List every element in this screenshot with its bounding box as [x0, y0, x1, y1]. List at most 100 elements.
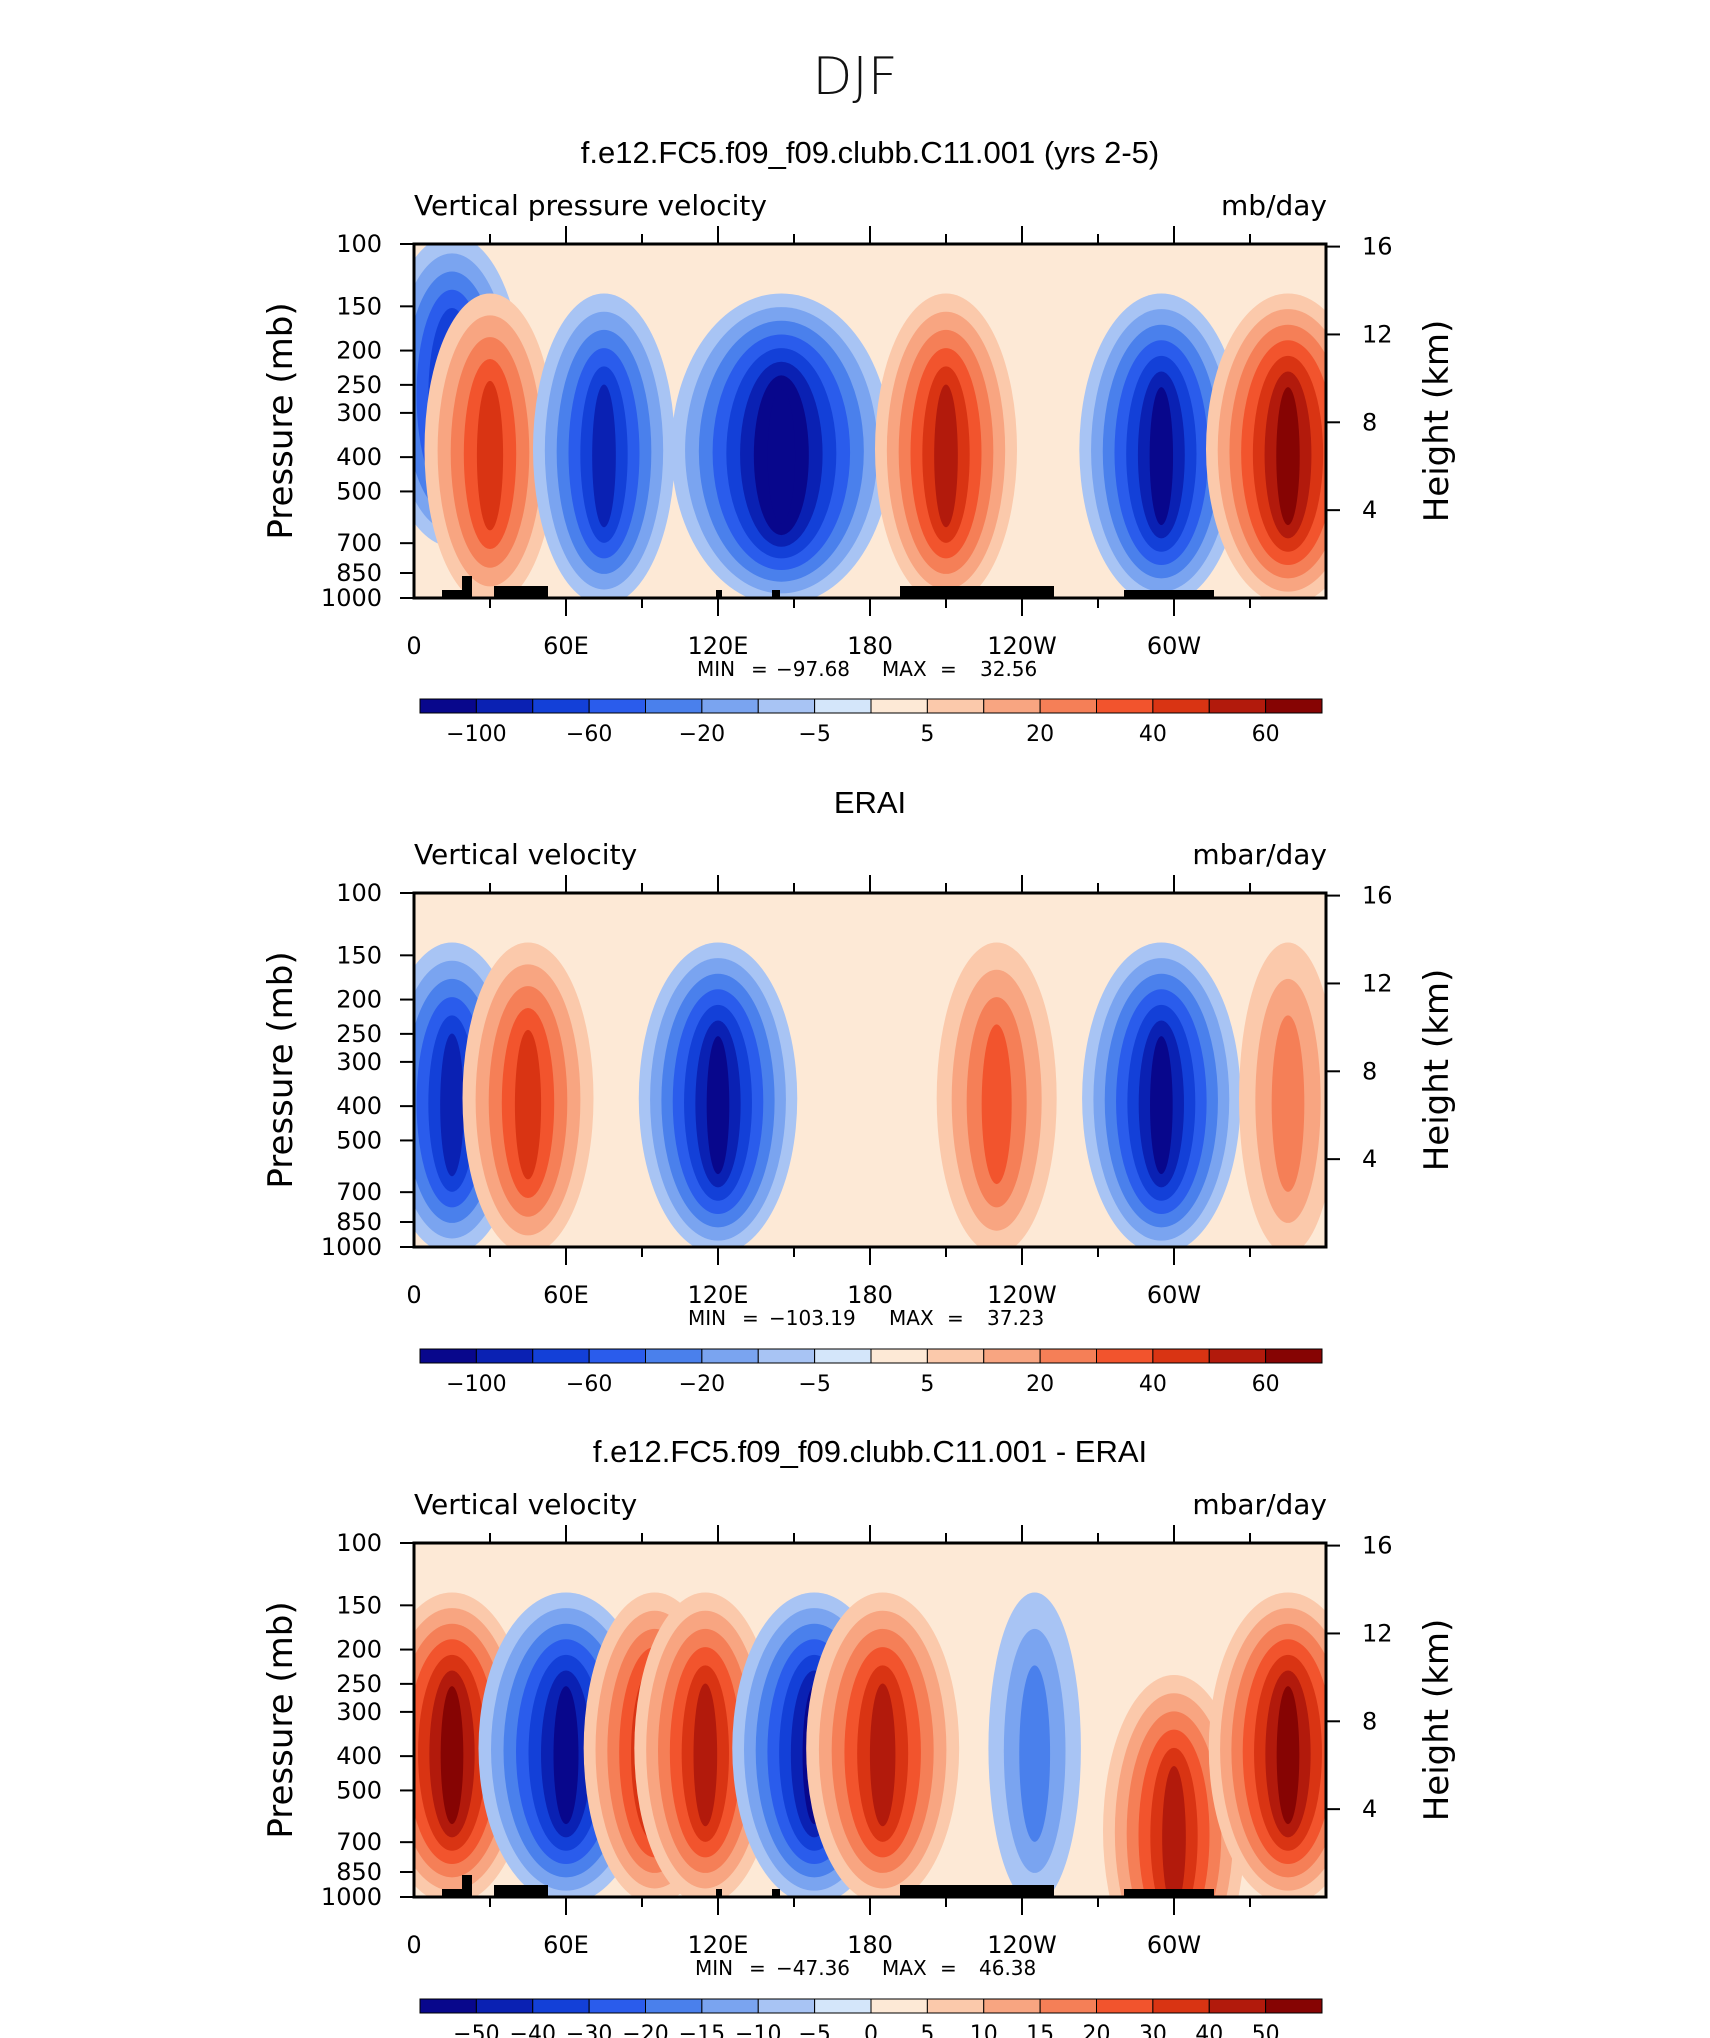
figure-title: DJF	[812, 47, 897, 107]
y-tick-label: 1000	[321, 1233, 382, 1261]
x-tick-label: 120W	[987, 1931, 1057, 1959]
x-tick-label: 180	[847, 1931, 893, 1959]
colorbar-swatch	[1265, 1998, 1323, 2014]
min-value: −47.36	[776, 1956, 850, 1980]
min-label: MIN	[688, 1306, 726, 1330]
colorbar-label: 20	[1026, 1372, 1054, 1397]
colorbar: −100 −60 −20 −5 5 20 40 60	[419, 698, 1323, 747]
colorbar-swatch	[1152, 1998, 1210, 2014]
colorbar-swatch	[645, 1348, 703, 1364]
colorbar-swatch	[1208, 1998, 1267, 2014]
max-value: 46.38	[979, 1956, 1036, 1980]
colorbar-label: 50	[1252, 2022, 1280, 2038]
y-tick-label: 500	[336, 477, 382, 505]
units-label: mb/day	[1221, 189, 1327, 222]
y-tick-label: 300	[336, 1048, 382, 1076]
contour-descent-8-6	[1276, 1686, 1300, 1825]
topography-block	[716, 1889, 722, 1897]
colorbar-swatch	[1265, 698, 1323, 714]
y-tick-label: 850	[336, 1858, 382, 1886]
colorbar-swatch	[814, 698, 872, 714]
colorbar-swatch	[532, 1998, 590, 2014]
topography-block	[900, 1885, 1054, 1897]
max-eq: =	[940, 657, 957, 681]
colorbar-swatch	[1152, 1348, 1210, 1364]
topography-block	[1124, 1889, 1214, 1897]
y-tick-label: 500	[336, 1126, 382, 1154]
y-tick-label: 150	[336, 292, 382, 320]
y-tick-label: 850	[336, 559, 382, 587]
colorbar-swatch	[1039, 1348, 1097, 1364]
topography-block	[462, 1875, 472, 1897]
y-tick-label: 150	[336, 941, 382, 969]
x-tick-label: 120E	[688, 632, 749, 660]
colorbar-label: −15	[679, 2022, 725, 2038]
min-eq: =	[751, 657, 768, 681]
contour-descent-7-5	[1162, 1766, 1186, 1897]
min-value: −97.68	[776, 657, 850, 681]
colorbar-label: −10	[735, 2022, 781, 2038]
contour-descent-6-6	[1276, 387, 1300, 526]
height-tick-label: 4	[1362, 1145, 1377, 1173]
contour-descent-5-2	[1271, 1015, 1305, 1192]
y-tick-label: 200	[336, 1636, 382, 1664]
contour-descent-1-4	[514, 1029, 542, 1180]
y-tick-label: 200	[336, 986, 382, 1014]
x-tick-label: 180	[847, 1281, 893, 1309]
max-value: 37.23	[987, 1306, 1044, 1330]
contour-field	[414, 893, 1326, 1247]
panel-1: f.e12.FC5.f09_f09.clubb.C11.001 (yrs 2-5…	[261, 135, 1457, 747]
colorbar-label: −40	[510, 2022, 556, 2038]
colorbar-swatch	[983, 1348, 1041, 1364]
colorbar-swatch	[1039, 698, 1097, 714]
topography-block	[772, 590, 780, 598]
topography-block	[494, 586, 548, 598]
colorbar-swatch	[532, 1348, 590, 1364]
contour-descent-3-5	[693, 1683, 718, 1827]
y-tick-label: 150	[336, 1591, 382, 1619]
topography-block	[462, 576, 472, 598]
topography-block	[442, 590, 472, 598]
y-tick-label: 250	[336, 371, 382, 399]
x-tick-label: 0	[406, 1931, 421, 1959]
min-value: −103.19	[769, 1306, 856, 1330]
y-axis-right-title: Height (km)	[1417, 1619, 1457, 1822]
contour-descent-3-3	[981, 1024, 1012, 1185]
field-label: Vertical velocity	[414, 838, 637, 871]
contour-ascent-2-6	[706, 1036, 730, 1175]
colorbar-label: −100	[446, 1372, 506, 1397]
colorbar-label: −5	[798, 2022, 830, 2038]
y-tick-label: 200	[336, 337, 382, 365]
height-tick-label: 16	[1362, 1532, 1393, 1560]
colorbar-swatch	[983, 698, 1041, 714]
colorbar-swatch	[757, 698, 816, 714]
colorbar-swatch	[588, 1998, 646, 2014]
colorbar-swatch	[701, 698, 759, 714]
colorbar-swatch	[588, 698, 646, 714]
y-tick-label: 700	[336, 529, 382, 557]
units-label: mbar/day	[1192, 1488, 1327, 1521]
colorbar-swatch	[1096, 1348, 1154, 1364]
colorbar-swatch	[475, 1998, 534, 2014]
colorbar-label: 5	[920, 722, 934, 747]
x-tick-label: 120E	[688, 1931, 749, 1959]
colorbar-label: 30	[1139, 2022, 1167, 2038]
colorbar-label: 20	[1026, 722, 1054, 747]
max-value: 32.56	[980, 657, 1037, 681]
y-tick-label: 100	[336, 879, 382, 907]
colorbar-label: −50	[453, 2022, 499, 2038]
y-axis-right-title: Height (km)	[1417, 969, 1457, 1172]
y-tick-label: 700	[336, 1828, 382, 1856]
colorbar-swatch	[1039, 1998, 1097, 2014]
height-tick-label: 4	[1362, 1795, 1377, 1823]
y-axis-title: Pressure (mb)	[261, 302, 301, 539]
panel-title: f.e12.FC5.f09_f09.clubb.C11.001 - ERAI	[593, 1434, 1147, 1469]
colorbar-swatch	[757, 1998, 816, 2014]
x-tick-label: 120E	[688, 1281, 749, 1309]
colorbar-label: −60	[566, 722, 612, 747]
colorbar-label: 5	[920, 1372, 934, 1397]
y-tick-label: 300	[336, 399, 382, 427]
y-tick-label: 850	[336, 1208, 382, 1236]
colorbar-label: 40	[1195, 2022, 1223, 2038]
